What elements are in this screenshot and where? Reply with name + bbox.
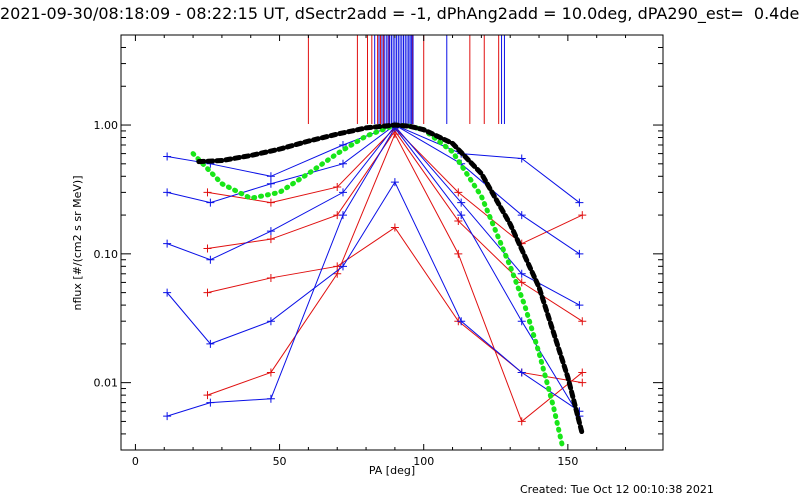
data-point-marker	[457, 211, 466, 220]
data-point-marker	[575, 198, 584, 207]
data-point-marker	[203, 188, 212, 197]
series-line	[207, 226, 583, 384]
data-point-marker	[517, 417, 526, 426]
data-point-marker	[206, 339, 215, 348]
data-point-marker	[575, 249, 584, 258]
black-model-curve	[196, 122, 585, 437]
x-tick-label: 100	[413, 455, 434, 468]
chart-title: 2021-09-30/08:18:09 - 08:22:15 UT, dSect…	[0, 4, 800, 23]
axes: 0 50 100 150 0.01 0.10 1.00	[94, 34, 663, 468]
data-point-marker	[517, 317, 526, 326]
data-point-marker	[338, 262, 347, 271]
data-point-marker	[163, 288, 172, 297]
data-point-marker	[578, 211, 587, 220]
series-line	[166, 127, 580, 417]
data-point-marker	[266, 198, 275, 207]
data-point-marker	[333, 183, 342, 192]
y-tick-label: 0.01	[94, 377, 119, 390]
x-axis-label: PA [deg]	[369, 464, 415, 477]
data-point-marker	[454, 216, 463, 225]
data-point-marker	[517, 278, 526, 287]
data-point-marker	[163, 152, 172, 161]
data-series	[163, 121, 587, 426]
created-timestamp: Created: Tue Oct 12 00:10:38 2021	[520, 483, 714, 496]
plot-frame	[120, 34, 664, 451]
data-point-marker	[163, 412, 172, 421]
data-point-marker	[266, 273, 275, 282]
data-point-marker	[454, 188, 463, 197]
data-point-marker	[338, 211, 347, 220]
data-point-marker	[266, 394, 275, 403]
data-point-marker	[578, 378, 587, 387]
data-point-marker	[338, 159, 347, 168]
series-line	[207, 132, 583, 423]
data-point-marker	[457, 198, 466, 207]
data-point-marker	[517, 368, 526, 377]
x-tick-label: 0	[132, 455, 139, 468]
data-point-marker	[266, 179, 275, 188]
data-point-marker	[517, 211, 526, 220]
data-point-marker	[206, 398, 215, 407]
data-point-marker	[390, 178, 399, 187]
series-line	[167, 124, 580, 255]
data-point-marker	[266, 227, 275, 236]
data-point-marker	[454, 249, 463, 258]
data-point-marker	[266, 317, 275, 326]
data-point-marker	[203, 391, 212, 400]
data-point-marker	[203, 244, 212, 253]
y-tick-label: 1.00	[94, 119, 119, 132]
x-tick-label: 150	[557, 455, 578, 468]
data-point-marker	[338, 188, 347, 197]
y-tick-label: 0.10	[94, 248, 119, 261]
series-line	[166, 125, 580, 306]
data-point-marker	[578, 368, 587, 377]
data-point-marker	[266, 235, 275, 244]
data-point-marker	[578, 317, 587, 326]
data-point-marker	[266, 368, 275, 377]
y-axis-label: nflux [#/(cm2 s sr MeV)]	[71, 176, 84, 311]
data-point-marker	[163, 188, 172, 197]
green-model-curve	[190, 122, 565, 448]
x-tick-label: 50	[273, 455, 287, 468]
data-point-marker	[575, 301, 584, 310]
data-point-marker	[457, 317, 466, 326]
top-tick-marks	[307, 35, 505, 124]
data-point-marker	[390, 223, 399, 232]
data-point-marker	[163, 239, 172, 248]
data-point-marker	[517, 269, 526, 278]
model-curves	[190, 122, 585, 448]
data-point-marker	[266, 172, 275, 181]
data-point-marker	[203, 288, 212, 297]
series-line	[166, 181, 580, 412]
data-point-marker	[517, 154, 526, 163]
data-point-marker	[206, 255, 215, 264]
data-point-marker	[206, 198, 215, 207]
